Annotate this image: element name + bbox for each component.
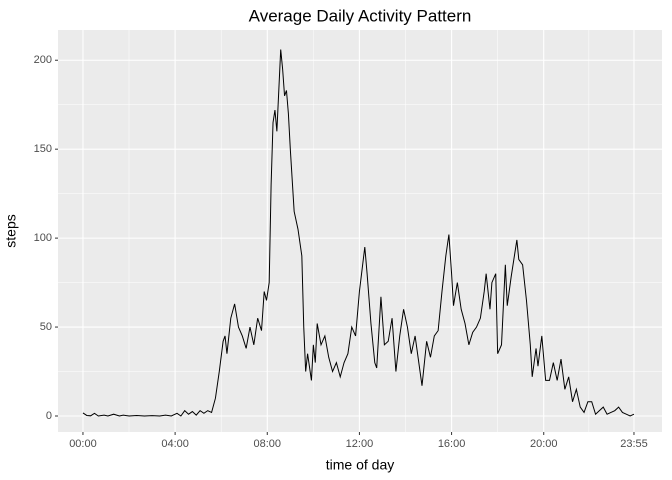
y-tick-label: 100: [34, 232, 52, 244]
x-tick-label: 00:00: [69, 438, 97, 450]
data-line: [82, 49, 635, 417]
y-tick-label: 150: [34, 143, 52, 155]
x-tick-label: 16:00: [438, 438, 466, 450]
chart-title: Average Daily Activity Pattern: [249, 6, 472, 25]
x-tick-label: 20:00: [530, 438, 558, 450]
y-tick-label: 50: [40, 321, 52, 333]
x-tick-label: 04:00: [161, 438, 189, 450]
x-axis-title: time of day: [326, 457, 394, 473]
x-tick-label: 08:00: [254, 438, 282, 450]
y-tick-label: 200: [34, 54, 52, 66]
y-tick-label: 0: [46, 410, 52, 422]
x-tick-label: 12:00: [346, 438, 374, 450]
y-axis-title: steps: [3, 214, 19, 247]
x-tick-label: 23:55: [620, 438, 648, 450]
